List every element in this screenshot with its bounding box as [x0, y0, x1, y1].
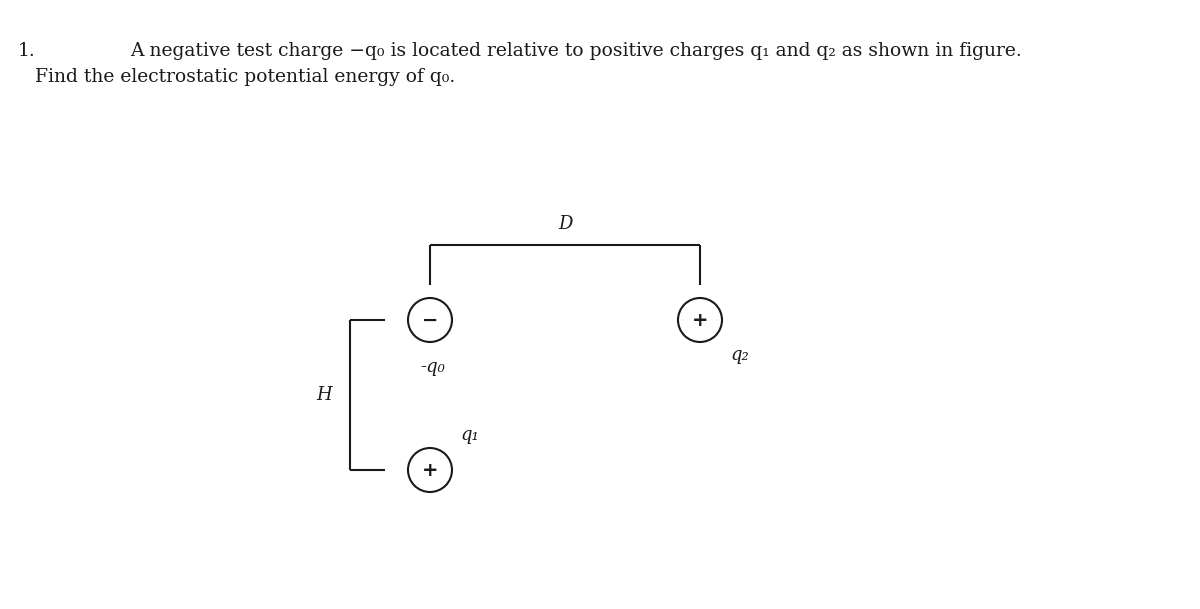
Text: D: D	[558, 215, 572, 233]
Text: Find the electrostatic potential energy of q₀.: Find the electrostatic potential energy …	[35, 68, 455, 86]
Text: q₁: q₁	[460, 426, 479, 444]
Text: q₂: q₂	[730, 346, 749, 364]
Text: 1.: 1.	[18, 42, 36, 60]
Text: +: +	[691, 311, 708, 329]
Text: -q₀: -q₀	[420, 358, 445, 376]
Text: A negative test charge −q₀ is located relative to positive charges q₁ and q₂ as : A negative test charge −q₀ is located re…	[130, 42, 1021, 60]
Text: −: −	[422, 311, 438, 329]
Text: H: H	[317, 386, 332, 404]
Text: +: +	[421, 460, 438, 479]
